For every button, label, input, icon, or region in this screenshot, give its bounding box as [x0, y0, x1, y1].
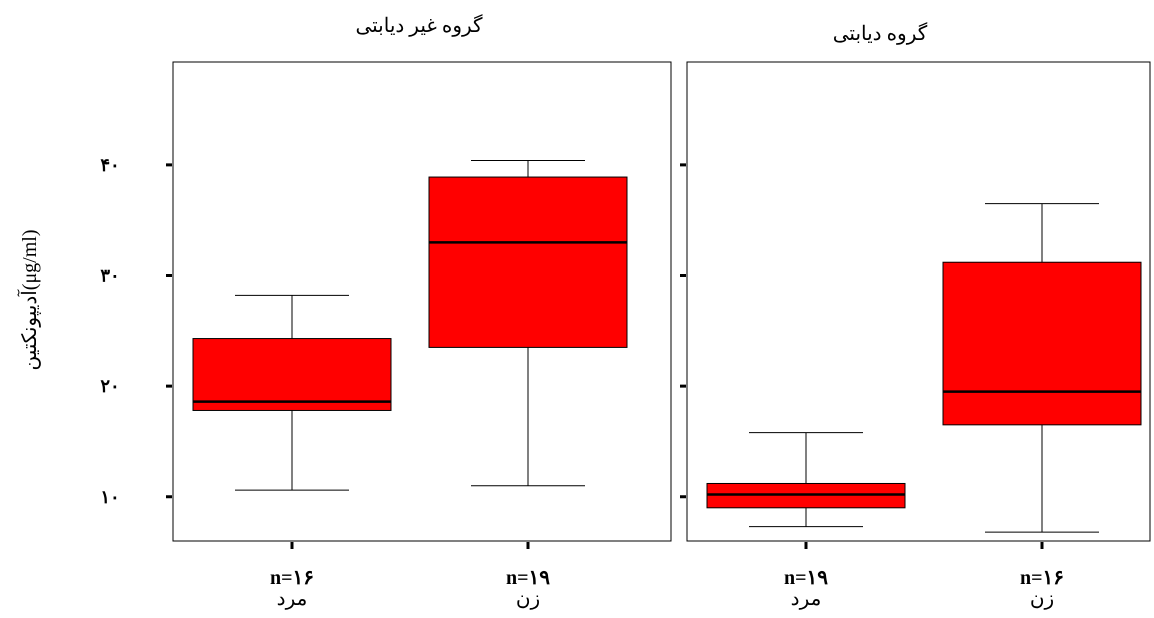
n-label: n=۱۶	[1020, 567, 1064, 589]
y-axis-label: آدیپونکتین(μg/ml)	[17, 229, 41, 370]
box	[192, 338, 392, 411]
y-tick-label: ۲۰	[100, 376, 119, 396]
panel-title: گروه دیابتی	[833, 22, 928, 45]
panel-title: گروه غیر دیابتی	[355, 14, 483, 37]
group-label: زن	[516, 588, 540, 610]
n-label: n=۱۶	[270, 567, 314, 589]
panel-frame	[686, 61, 1151, 542]
group-label: زن	[1030, 588, 1054, 610]
y-tick-label: ۴۰	[100, 155, 119, 175]
n-label: n=۱۹	[506, 567, 550, 589]
group-label: مرد	[791, 588, 822, 610]
box	[942, 261, 1142, 426]
y-tick-label: ۳۰	[100, 266, 119, 286]
panel-frame	[172, 61, 672, 542]
box	[428, 176, 628, 348]
y-tick-label: ۱۰	[100, 487, 119, 507]
n-label: n=۱۹	[784, 567, 828, 589]
group-label: مرد	[277, 588, 308, 610]
